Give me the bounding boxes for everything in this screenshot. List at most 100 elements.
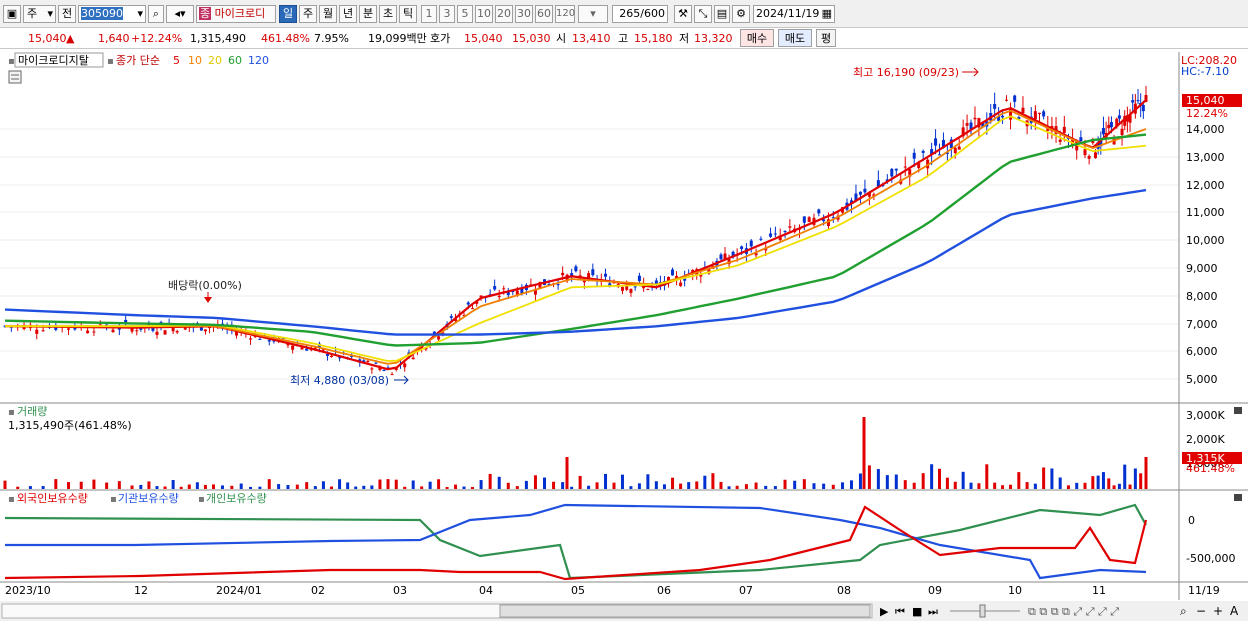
layout-icons[interactable]: ⧉ ⧉ ⧉ ⧉ ⤢ ⤢ ⤢ ⤢ [1028,605,1119,618]
scroll-thumb[interactable] [499,604,871,618]
count-field[interactable]: 265/600 [612,5,668,23]
stop-icon[interactable]: ■ [912,605,922,618]
high-note: 최고 16,190 (09/23) [853,66,959,79]
candle-body [325,354,329,356]
candle-body [957,146,961,150]
candle-body [759,238,763,240]
ask-label: 호가 [430,32,451,45]
volume-bar [16,486,20,489]
period-second[interactable]: 초 [379,5,397,23]
period-month[interactable]: 월 [319,5,337,23]
holdings-close-icon[interactable] [1234,494,1242,501]
type-select[interactable]: 주 ▾ [23,5,56,23]
sell-button[interactable]: 매도 [778,29,812,47]
sound-icon[interactable]: ◂▾ [166,5,194,23]
window-menu-icon[interactable]: ▣ [3,5,21,23]
date-field[interactable]: 2024/11/19 ▦ [753,5,835,23]
candle-body [506,291,510,296]
step-5[interactable]: 5 [457,5,473,23]
scroll-right-icon[interactable]: ▶ [880,605,889,618]
zoom-slider-handle[interactable] [979,604,986,618]
volume-bar [258,486,262,489]
volume-bar [437,479,441,489]
period-year[interactable]: 년 [339,5,357,23]
volume-bar [1042,467,1046,489]
candle-body [1004,99,1008,101]
step-60[interactable]: 60 [535,5,553,23]
candle-body [203,329,207,332]
volume-bar [783,479,787,489]
open-price: 13,410 [572,32,611,45]
y-tick: 14,000 [1186,123,1225,136]
candle-body [249,338,253,340]
period-day[interactable]: 일 [279,5,297,23]
x-tick: 09 [928,584,942,597]
y-tick: 7,000 [1186,318,1218,331]
step-30[interactable]: 30 [515,5,533,23]
volume-bar [187,484,191,489]
x-tick: 02 [311,584,325,597]
candle-body [802,216,806,223]
holdings-line-2 [4,505,1148,581]
volume-bar [488,473,492,489]
step-120[interactable]: 120 [555,5,575,23]
search-icon[interactable]: ⌕ [148,5,164,23]
period-week[interactable]: 주 [299,5,317,23]
volume-bar [1128,484,1132,489]
candle-body [1083,149,1087,156]
volume-bar [428,481,432,489]
series-retail-label: 개인보유수량 [206,492,267,505]
stock-chart[interactable]: ▪ 마이크로디지탈 ▪ 종가 단순 5 10 20 60 120 LC:208.… [0,49,1248,621]
range-select[interactable]: 전 [58,5,76,23]
zoom-out-icon[interactable]: − [1196,604,1206,618]
count-value: 265 [619,7,641,20]
candle-body [1107,124,1111,129]
volume-bar [793,480,797,489]
y-tick: 6,000 [1186,345,1218,358]
candle-body [155,331,159,335]
candle-body [945,152,949,154]
scroll-start-icon[interactable]: ⏮ [895,605,905,618]
gear-icon[interactable]: ⚙ [732,5,750,23]
stock-name-field[interactable]: 종 마이크로디 [196,5,276,23]
candle-body [604,273,608,277]
x-tick: 11/19 [1188,584,1220,597]
volume-bar [876,469,880,489]
code-input[interactable]: 305090 ▾ [78,5,146,23]
price-change: 1,640 [98,32,130,45]
step-10[interactable]: 10 [475,5,493,23]
step-20[interactable]: 20 [495,5,513,23]
indicator-name-box[interactable] [14,52,104,68]
eval-button[interactable]: 평 [816,29,836,47]
volume-bar [754,482,758,489]
table-toggle-icon[interactable] [8,70,22,84]
zoom-in-icon[interactable]: + [1213,604,1223,618]
step-3[interactable]: 3 [439,5,455,23]
tools-icon[interactable]: ⚒ [674,5,692,23]
period-minute[interactable]: 분 [359,5,377,23]
scroll-end-icon[interactable]: ⏭ [928,605,938,618]
candle-body [608,283,612,287]
volume-bar [604,473,608,489]
font-size-icon[interactable]: A [1230,604,1239,618]
buy-button[interactable]: 매수 [740,29,774,47]
open-label: 시 [556,32,567,45]
indicator-name: 마이크로디지탈 [18,54,89,67]
save-icon[interactable]: ▤ [714,5,730,23]
volume-bar [831,484,835,489]
candle-body [366,360,370,363]
volume-close-icon[interactable] [1234,407,1242,414]
period-tick[interactable]: 틱 [399,5,417,23]
volume-bar [930,464,934,489]
y-tick: 10,000 [1186,234,1225,247]
volume-bar [1101,472,1105,489]
candle-body [1144,95,1148,102]
step-select[interactable]: ▾ [578,5,608,23]
zoom-search-icon[interactable]: ⌕ [1180,604,1187,618]
legend-bullet: ▪ [8,494,15,505]
volume-bar [565,457,569,489]
candle-body [826,219,830,227]
step-1[interactable]: 1 [421,5,437,23]
vol-y-tick: 3,000K [1186,409,1225,422]
draw-icon[interactable]: ⤡ [694,5,712,23]
